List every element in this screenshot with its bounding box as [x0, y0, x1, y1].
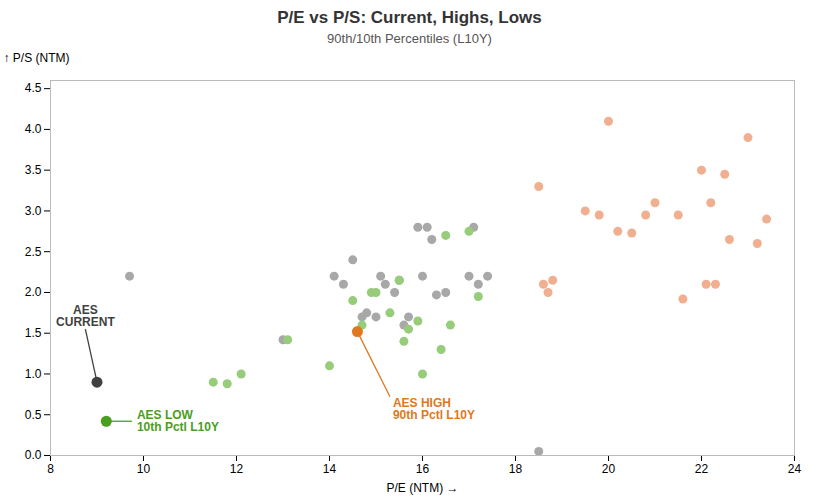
html-text:P/E vs P/S: Current, Highs, Lo: P/E vs P/S: Current, Highs, Lows	[277, 8, 542, 27]
svg-text:0.0: 0.0	[25, 448, 42, 462]
svg-text:AESCURRENT: AESCURRENT	[56, 303, 115, 329]
svg-text:0.5: 0.5	[25, 408, 42, 422]
svg-text:AES LOW10th Pctl L10Y: AES LOW10th Pctl L10Y	[137, 408, 219, 434]
svg-text:2.0: 2.0	[25, 285, 42, 299]
svg-text:1.5: 1.5	[25, 326, 42, 340]
svg-text:24: 24	[788, 462, 802, 476]
svg-text:AES HIGH90th Pctl L10Y: AES HIGH90th Pctl L10Y	[393, 396, 475, 422]
svg-text:3.0: 3.0	[25, 204, 42, 218]
svg-text:4.0: 4.0	[25, 122, 42, 136]
svg-text:8: 8	[47, 462, 54, 476]
svg-text:14: 14	[323, 462, 337, 476]
html-text:90th/10th Percentiles (L10Y): 90th/10th Percentiles (L10Y)	[327, 31, 492, 46]
svg-text:16: 16	[416, 462, 430, 476]
svg-text:3.5: 3.5	[25, 163, 42, 177]
svg-text:4.5: 4.5	[25, 81, 42, 95]
svg-text:↑ P/S (NTM): ↑ P/S (NTM)	[4, 51, 70, 65]
svg-text:10: 10	[137, 462, 151, 476]
svg-text:12: 12	[230, 462, 244, 476]
svg-text:18: 18	[509, 462, 523, 476]
svg-text:P/E (NTM) →: P/E (NTM) →	[387, 481, 459, 495]
svg-text:20: 20	[602, 462, 616, 476]
svg-text:2.5: 2.5	[25, 245, 42, 259]
svg-text:22: 22	[695, 462, 709, 476]
svg-text:1.0: 1.0	[25, 367, 42, 381]
